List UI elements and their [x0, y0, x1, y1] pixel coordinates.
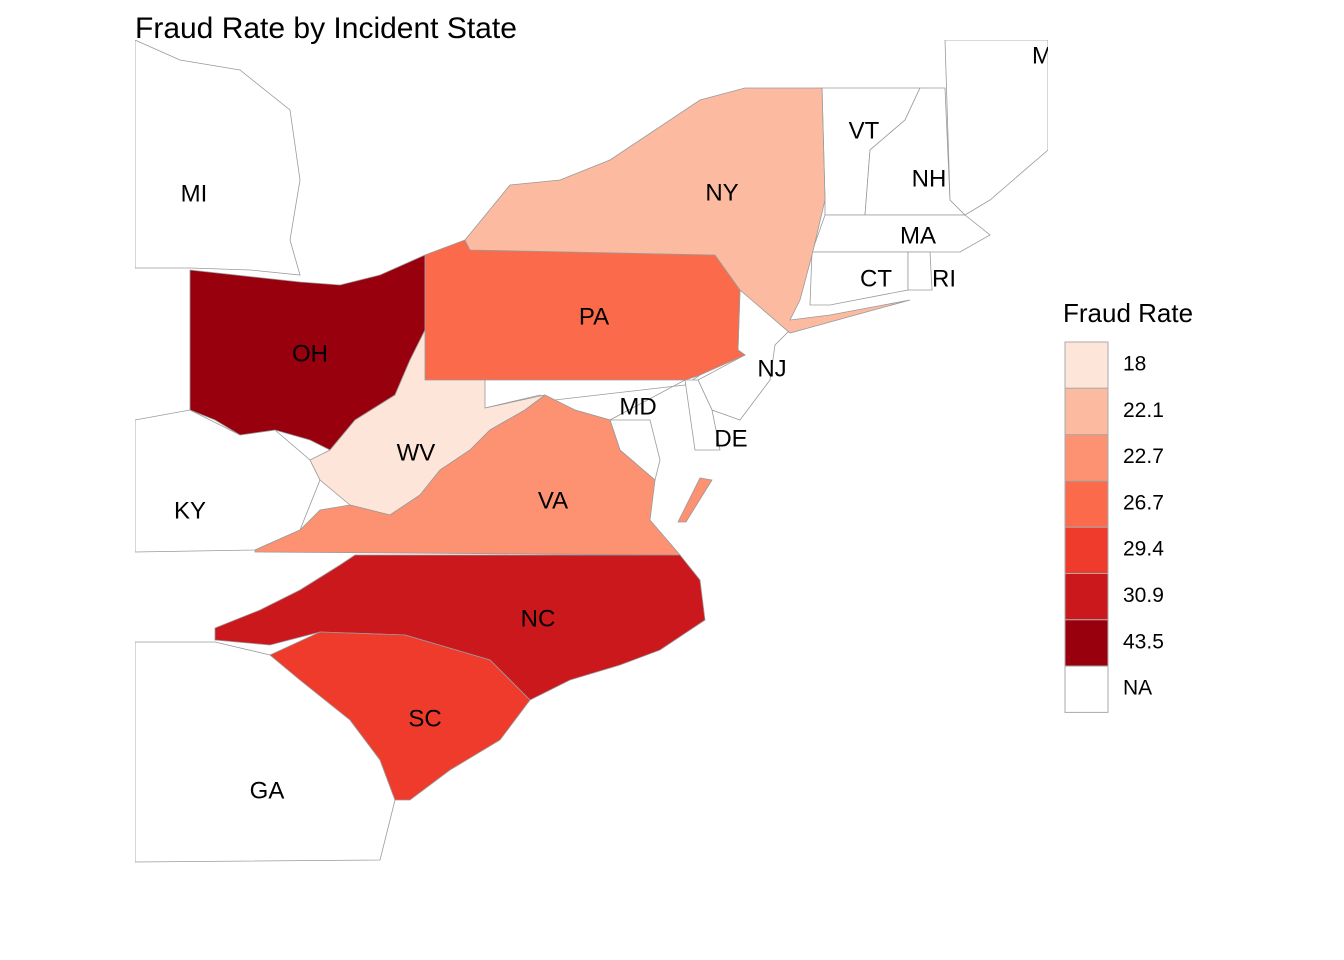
state-label: MI	[181, 180, 208, 207]
state-shape	[907, 251, 933, 291]
legend-key	[1064, 341, 1109, 389]
state-shape	[135, 40, 301, 276]
state-label: NJ	[757, 355, 786, 382]
state-shape	[464, 87, 911, 334]
state-shape	[254, 394, 713, 556]
state-shape	[809, 251, 909, 306]
state-label: MA	[900, 222, 936, 249]
state-shape	[684, 379, 721, 451]
legend-key	[1064, 434, 1109, 482]
state-label: ME	[1032, 42, 1068, 69]
state-label: RI	[932, 265, 956, 292]
legend-key	[1064, 387, 1109, 436]
state-label: OH	[292, 340, 328, 367]
state-label: DE	[714, 425, 747, 452]
legend-key	[1064, 665, 1109, 713]
legend-key	[1064, 480, 1109, 528]
legend-key	[1064, 619, 1109, 667]
state-label: VA	[538, 487, 568, 514]
map-title: Fraud Rate by Incident State	[135, 12, 517, 45]
legend-key	[1064, 526, 1109, 575]
state-shape	[944, 40, 1048, 216]
legend-title: Fraud Rate	[1063, 298, 1193, 328]
legend: Fraud Rate 18 22.1 22.7 26.7 29.4 30.9 43.5 NA	[1063, 298, 1193, 713]
state-shape	[269, 631, 531, 801]
legend-label: 43.5	[1123, 630, 1164, 653]
legend-label: 22.7	[1123, 445, 1164, 468]
map	[135, 40, 1048, 863]
legend-label: 29.4	[1123, 538, 1164, 561]
state-label: GA	[250, 777, 285, 804]
state-label: NC	[521, 605, 556, 632]
state-label: CT	[860, 265, 892, 292]
state-label: NY	[705, 179, 738, 206]
state-label: KY	[174, 497, 206, 524]
legend-label: 22.1	[1123, 399, 1164, 422]
legend-label: 30.9	[1123, 584, 1164, 607]
legend-label: 18	[1123, 353, 1146, 376]
state-label: WV	[397, 439, 436, 466]
legend-label: 26.7	[1123, 491, 1164, 514]
legend-key	[1064, 573, 1109, 621]
state-label: VT	[849, 117, 880, 144]
state-label: NH	[912, 165, 947, 192]
legend-label: NA	[1123, 677, 1152, 700]
state-label: SC	[408, 705, 441, 732]
state-label: PA	[579, 303, 609, 330]
state-label: MD	[619, 393, 656, 420]
state-labels: MI KY GA VT NH MA CT RI NJ MD DE ME OH PA NY WV VA NC SC	[174, 42, 1068, 804]
